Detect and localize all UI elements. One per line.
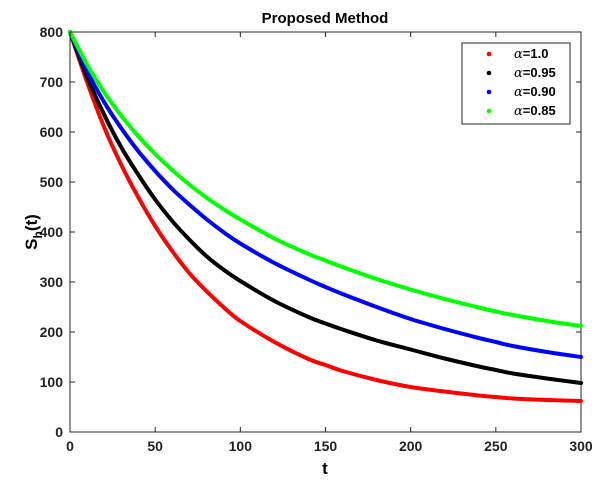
x-axis-ticks: 0 50 100 150 200 250 300 xyxy=(66,32,593,454)
legend-label-0: α=1.0 xyxy=(514,46,548,62)
y-tick-label: 700 xyxy=(40,74,64,90)
x-tick-label: 100 xyxy=(229,438,253,454)
legend-label-1: α=0.95 xyxy=(514,65,556,81)
x-axis-label: t xyxy=(322,459,328,478)
series-line-3 xyxy=(68,30,583,328)
x-tick-label: 300 xyxy=(569,438,593,454)
legend-marker-1 xyxy=(486,70,492,76)
legend-marker-2 xyxy=(486,89,492,95)
y-tick-label: 600 xyxy=(40,124,64,140)
series-lines xyxy=(68,30,583,403)
y-tick-label: 100 xyxy=(40,374,64,390)
series-line-1 xyxy=(68,30,583,385)
x-tick-label: 250 xyxy=(484,438,508,454)
x-tick-label: 0 xyxy=(66,438,74,454)
series-line-2 xyxy=(68,30,583,359)
series-line-0 xyxy=(68,30,583,403)
y-axis-ticks: 0 100 200 300 400 500 600 700 800 xyxy=(40,24,581,440)
legend-marker-3 xyxy=(486,108,492,114)
y-tick-label: 400 xyxy=(40,224,64,240)
legend-label-3: α=0.85 xyxy=(514,103,556,119)
y-tick-label: 0 xyxy=(55,424,63,440)
x-tick-label: 150 xyxy=(314,438,338,454)
y-tick-label: 200 xyxy=(40,324,64,340)
legend-marker-0 xyxy=(486,51,492,57)
chart-title: Proposed Method xyxy=(262,10,389,27)
legend: α=1.0 α=0.95 α=0.90 α=0.85 xyxy=(461,42,571,125)
y-tick-label: 800 xyxy=(40,24,64,40)
legend-label-2: α=0.90 xyxy=(514,84,556,100)
y-tick-label: 500 xyxy=(40,174,64,190)
y-axis-label: Sh(t) xyxy=(22,214,45,250)
legend-box xyxy=(461,42,571,125)
y-tick-label: 300 xyxy=(40,274,64,290)
x-tick-label: 50 xyxy=(147,438,163,454)
x-tick-label: 200 xyxy=(399,438,423,454)
